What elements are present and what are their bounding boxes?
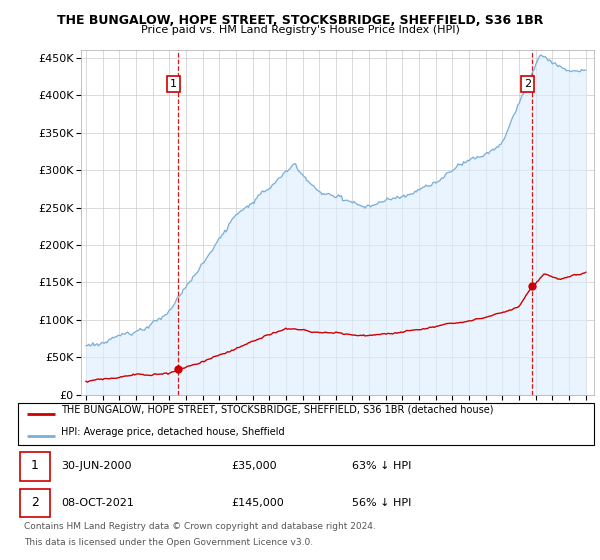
Text: Contains HM Land Registry data © Crown copyright and database right 2024.: Contains HM Land Registry data © Crown c… bbox=[24, 522, 376, 531]
Bar bbox=[20, 452, 50, 480]
Text: £145,000: £145,000 bbox=[231, 498, 284, 508]
Text: Price paid vs. HM Land Registry's House Price Index (HPI): Price paid vs. HM Land Registry's House … bbox=[140, 25, 460, 35]
Text: 30-JUN-2000: 30-JUN-2000 bbox=[61, 461, 132, 471]
Text: HPI: Average price, detached house, Sheffield: HPI: Average price, detached house, Shef… bbox=[61, 427, 285, 437]
Text: 1: 1 bbox=[170, 79, 177, 89]
Bar bbox=[20, 489, 50, 517]
Text: 08-OCT-2021: 08-OCT-2021 bbox=[61, 498, 134, 508]
Text: 2: 2 bbox=[31, 496, 38, 510]
Text: 56% ↓ HPI: 56% ↓ HPI bbox=[352, 498, 412, 508]
Text: 2: 2 bbox=[524, 79, 531, 89]
Text: This data is licensed under the Open Government Licence v3.0.: This data is licensed under the Open Gov… bbox=[24, 538, 313, 547]
Text: THE BUNGALOW, HOPE STREET, STOCKSBRIDGE, SHEFFIELD, S36 1BR (detached house): THE BUNGALOW, HOPE STREET, STOCKSBRIDGE,… bbox=[61, 405, 494, 415]
Text: 1: 1 bbox=[31, 459, 38, 473]
Text: THE BUNGALOW, HOPE STREET, STOCKSBRIDGE, SHEFFIELD, S36 1BR: THE BUNGALOW, HOPE STREET, STOCKSBRIDGE,… bbox=[57, 14, 543, 27]
Text: 63% ↓ HPI: 63% ↓ HPI bbox=[352, 461, 412, 471]
Text: £35,000: £35,000 bbox=[231, 461, 277, 471]
